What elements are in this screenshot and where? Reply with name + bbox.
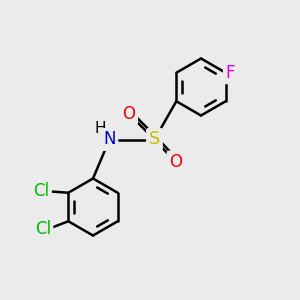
Text: O: O	[122, 105, 136, 123]
Text: Cl: Cl	[35, 220, 51, 238]
Text: Cl: Cl	[33, 182, 50, 200]
Text: N: N	[103, 130, 116, 148]
Text: H: H	[95, 121, 106, 136]
Text: O: O	[169, 153, 182, 171]
Text: S: S	[149, 130, 160, 148]
Text: F: F	[225, 64, 235, 82]
